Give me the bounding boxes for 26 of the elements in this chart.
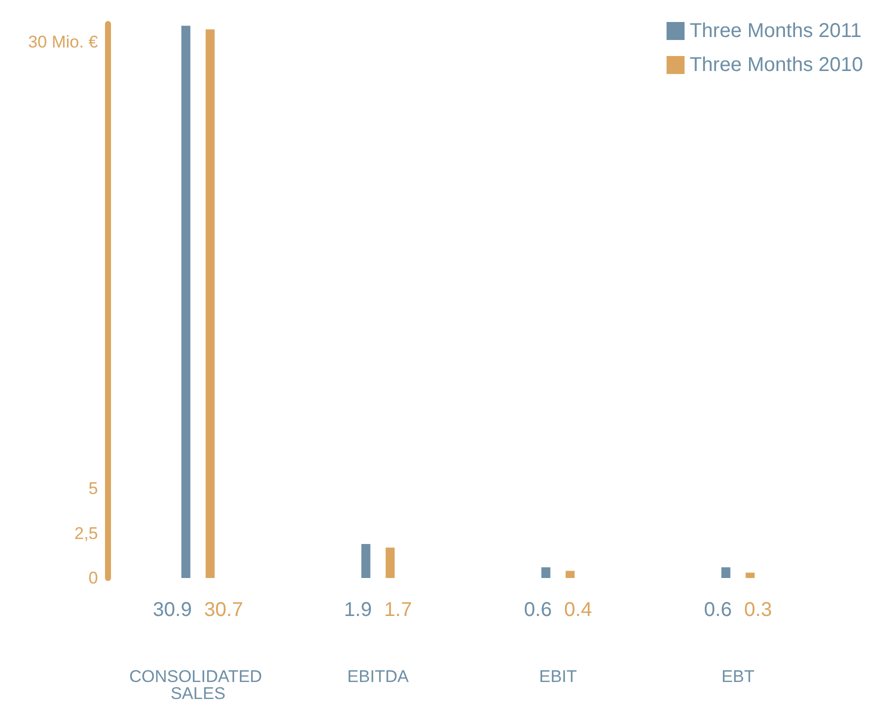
legend-label: Three Months 2010 (690, 54, 863, 76)
x-tick-label: EBIT (539, 667, 577, 686)
data-label: 0.6 (524, 599, 552, 621)
data-label: 1.9 (344, 599, 372, 621)
bar (386, 548, 395, 578)
y-tick-label: 5 (88, 479, 98, 498)
data-label: 1.7 (384, 599, 412, 621)
y-tick-label: 0 (88, 568, 98, 588)
bar (181, 26, 190, 578)
bar (721, 567, 730, 578)
y-tick-label: 30 Mio. € (28, 32, 99, 52)
x-tick-label: CONSOLIDATED SALES (129, 667, 267, 703)
data-label: 0.3 (744, 599, 772, 621)
bar (746, 572, 755, 578)
data-label: 0.4 (564, 599, 592, 621)
data-label: 30.9 (152, 599, 192, 621)
bar (541, 567, 550, 578)
bar (361, 544, 370, 578)
x-tick-label: EBITDA (347, 667, 410, 686)
data-label: 30.7 (204, 599, 244, 621)
bar (566, 570, 575, 578)
data-label: 0.6 (704, 599, 732, 621)
y-tick-label: 2,5 (74, 524, 98, 543)
bar (206, 29, 215, 578)
x-tick-label: EBT (721, 667, 755, 686)
legend-label: Three Months 2011 (690, 20, 862, 42)
